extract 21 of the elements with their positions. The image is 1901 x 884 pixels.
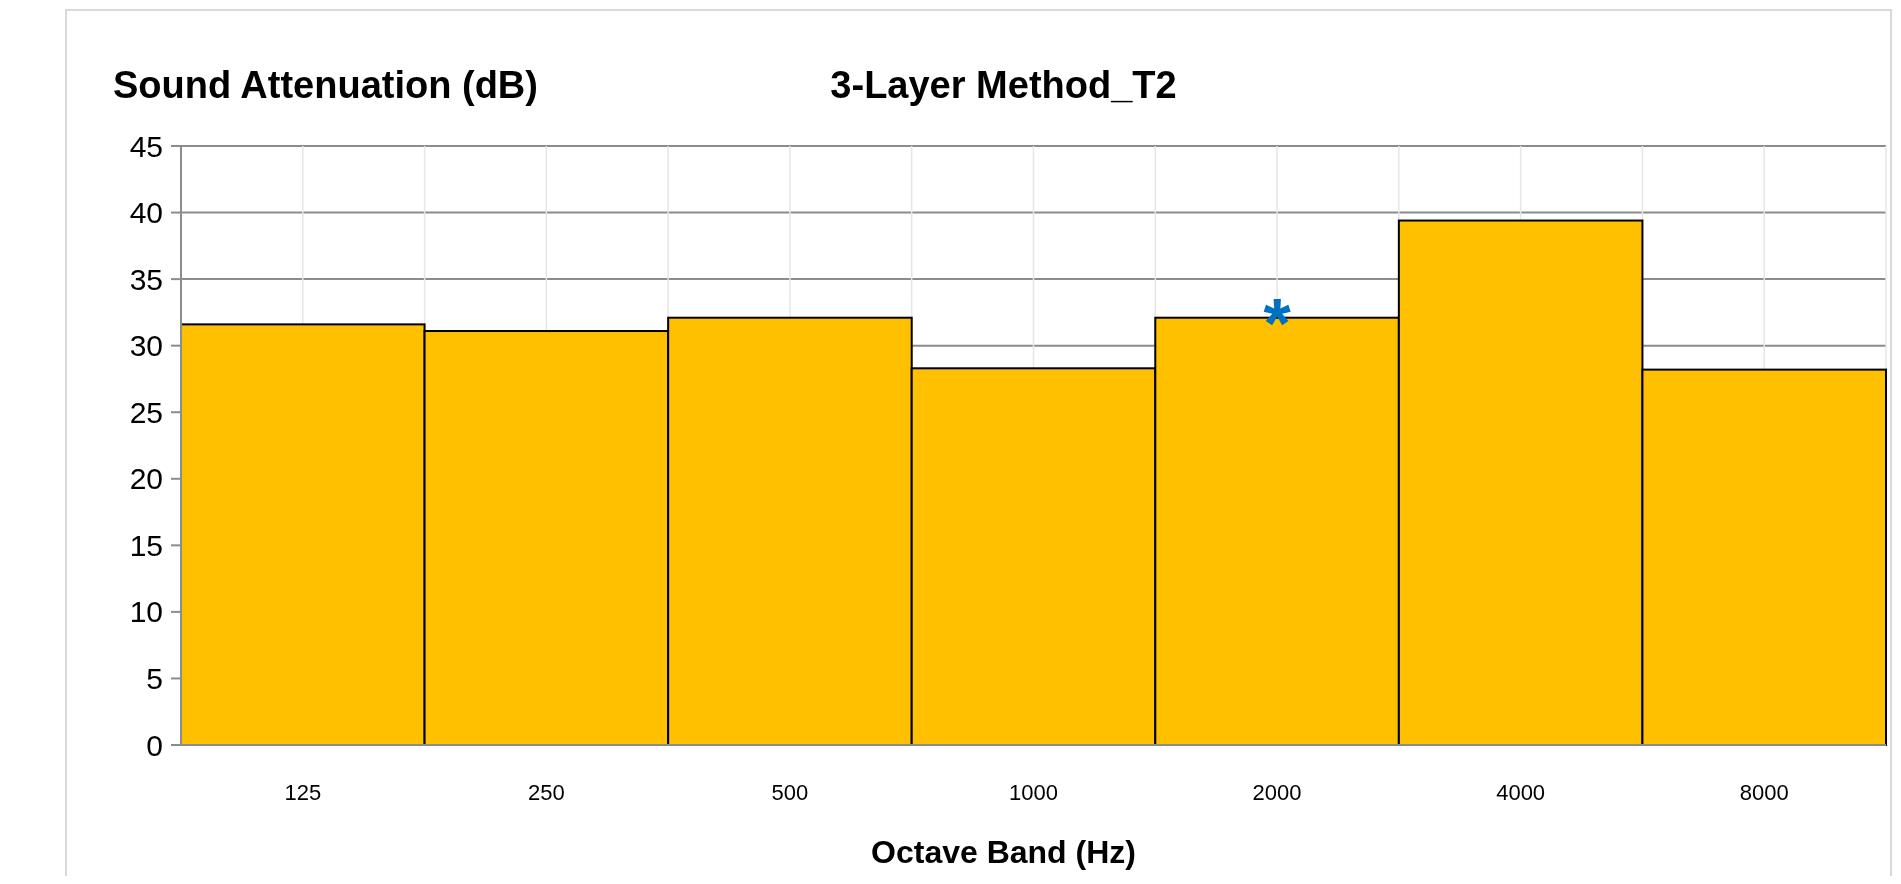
annotation: * (1263, 284, 1292, 363)
chart-title: 3-Layer Method_T2 (830, 64, 1177, 106)
x-tick-label: 8000 (1739, 780, 1789, 805)
x-tick-label: 2000 (1252, 780, 1302, 805)
y-tick-label: 15 (129, 528, 163, 562)
y-tick-label: 30 (129, 329, 163, 363)
y-tick-label: 0 (146, 728, 163, 762)
y-tick-label: 5 (146, 661, 163, 695)
y-tick-label: 45 (129, 129, 163, 163)
x-tick-label: 500 (771, 780, 809, 805)
y-tick-label: 25 (129, 395, 163, 429)
y-tick-label: 20 (129, 462, 163, 496)
y-axis-title: Sound Attenuation (dB) (113, 64, 538, 106)
y-tick-label: 40 (129, 196, 163, 230)
x-tick-label: 250 (528, 780, 565, 805)
x-tick-label: 1000 (1009, 780, 1058, 805)
y-tick-label: 35 (129, 262, 163, 296)
y-tick-label: 10 (129, 595, 163, 629)
x-axis-title: Octave Band (Hz) (871, 834, 1136, 870)
x-tick-label: 125 (284, 780, 322, 805)
x-tick-label: 4000 (1496, 780, 1546, 805)
